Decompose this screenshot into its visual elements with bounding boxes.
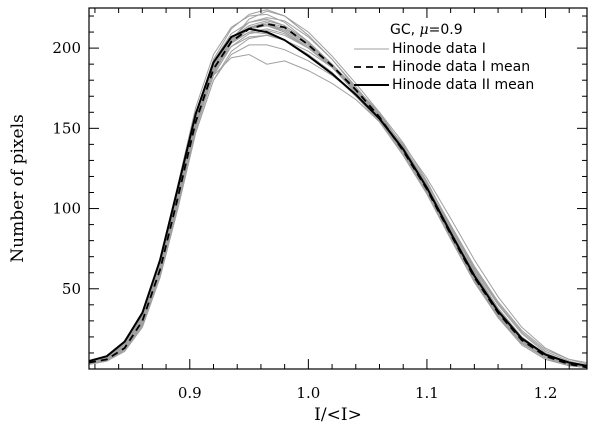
y-tick-label: 200 [52, 39, 81, 57]
legend-title-prefix: GC, [390, 22, 420, 38]
legend-title-mu: μ [420, 22, 429, 38]
y-axis-title: Number of pixels [8, 114, 28, 262]
legend: GC, μ=0.9 Hinode data I Hinode data I me… [354, 22, 534, 93]
mean-II-curve [89, 27, 587, 367]
plot-frame [88, 7, 588, 370]
tick-labels-layer: 0.9 1.0 1.1 1.2 50 100 150 200 [52, 39, 557, 402]
x-tick-label: 1.2 [534, 384, 558, 402]
legend-title-suffix: =0.9 [429, 22, 463, 38]
series-layer [89, 9, 587, 369]
x-tick-label: 1.0 [296, 384, 320, 402]
y-tick-label: 50 [62, 280, 81, 298]
y-tick-label: 100 [52, 200, 81, 218]
x-tick-label: 1.1 [415, 384, 439, 402]
y-tick-label: 150 [52, 119, 81, 137]
legend-label-mean-II: Hinode data II mean [392, 77, 534, 93]
individual-curve-19 [89, 28, 587, 365]
ticks-layer [89, 8, 587, 369]
legend-title: GC, μ=0.9 [390, 22, 463, 38]
legend-label-mean-I: Hinode data I mean [392, 59, 530, 75]
x-axis-title: I/<I> [314, 405, 362, 425]
individual-curve-16 [89, 23, 587, 368]
mean-I-curve [89, 23, 587, 369]
x-tick-label: 0.9 [178, 384, 202, 402]
individual-curve-11 [89, 44, 587, 365]
legend-label-individual: Hinode data I [392, 41, 486, 57]
individual-curve-17 [89, 23, 587, 368]
